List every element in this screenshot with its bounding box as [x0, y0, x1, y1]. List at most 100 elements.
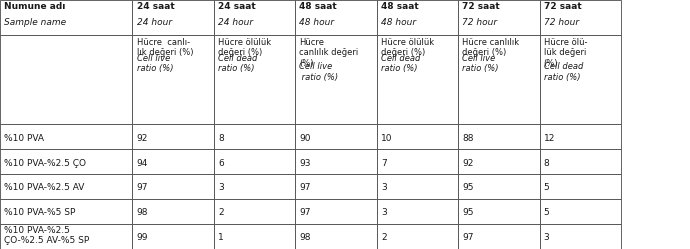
Bar — [295, 174, 377, 199]
Bar — [458, 224, 540, 249]
Bar — [377, 35, 458, 124]
Text: 72 hour: 72 hour — [544, 18, 579, 27]
Text: 97: 97 — [299, 184, 311, 192]
Bar — [132, 174, 214, 199]
Text: %10 PVA-%2.5 AV: %10 PVA-%2.5 AV — [4, 184, 84, 192]
Bar — [214, 224, 295, 249]
Text: 48 saat: 48 saat — [299, 2, 337, 11]
Text: 3: 3 — [381, 184, 386, 192]
Text: Cell dead
ratio (%): Cell dead ratio (%) — [218, 54, 257, 73]
Text: Hücre ölülük
değeri (%): Hücre ölülük değeri (%) — [218, 38, 271, 57]
Text: 88: 88 — [462, 134, 474, 143]
Text: %10 PVA-%2.5
ÇO-%2.5 AV-%5 SP: %10 PVA-%2.5 ÇO-%2.5 AV-%5 SP — [4, 226, 90, 246]
Bar — [214, 35, 295, 124]
Bar — [214, 149, 295, 174]
Text: 3: 3 — [218, 184, 224, 192]
Text: Hücre ölülük
değeri (%): Hücre ölülük değeri (%) — [381, 38, 434, 57]
Bar — [214, 0, 295, 35]
Text: 3: 3 — [544, 233, 549, 242]
Text: 12: 12 — [544, 134, 555, 143]
Text: Cell dead
ratio (%): Cell dead ratio (%) — [381, 54, 420, 73]
Text: 95: 95 — [462, 208, 474, 217]
Text: Cell live
ratio (%): Cell live ratio (%) — [462, 54, 499, 73]
Text: 10: 10 — [381, 134, 393, 143]
Text: 93: 93 — [299, 159, 311, 168]
Bar — [540, 149, 621, 174]
Bar — [540, 224, 621, 249]
Text: 92: 92 — [137, 134, 148, 143]
Bar — [458, 35, 540, 124]
Bar — [540, 0, 621, 35]
Text: 98: 98 — [299, 233, 311, 242]
Bar — [132, 35, 214, 124]
Bar — [458, 124, 540, 149]
Bar — [377, 224, 458, 249]
Text: 2: 2 — [381, 233, 386, 242]
Text: 94: 94 — [137, 159, 148, 168]
Bar — [214, 124, 295, 149]
Text: 48 saat: 48 saat — [381, 2, 419, 11]
Bar — [132, 149, 214, 174]
Text: 98: 98 — [137, 208, 148, 217]
Text: 6: 6 — [218, 159, 224, 168]
Text: Hücre  canlı-
lık değeri (%): Hücre canlı- lık değeri (%) — [137, 38, 193, 57]
Text: Sample name: Sample name — [4, 18, 66, 27]
Bar — [295, 124, 377, 149]
Text: 99: 99 — [137, 233, 148, 242]
Bar — [377, 174, 458, 199]
Text: 8: 8 — [218, 134, 224, 143]
Text: 2: 2 — [218, 208, 224, 217]
Text: %10 PVA: %10 PVA — [4, 134, 44, 143]
Bar — [295, 224, 377, 249]
Text: Cell live
 ratio (%): Cell live ratio (%) — [299, 62, 339, 82]
Text: Numune adı: Numune adı — [4, 2, 66, 11]
Text: 97: 97 — [462, 233, 474, 242]
Text: 24 saat: 24 saat — [137, 2, 175, 11]
Text: 24 hour: 24 hour — [218, 18, 253, 27]
Text: 1: 1 — [218, 233, 224, 242]
Text: Cell dead
ratio (%): Cell dead ratio (%) — [544, 62, 583, 82]
Bar — [377, 149, 458, 174]
Bar — [540, 199, 621, 224]
Text: 5: 5 — [544, 184, 549, 192]
Text: 95: 95 — [462, 184, 474, 192]
Bar — [540, 174, 621, 199]
Bar — [0, 174, 132, 199]
Text: 24 saat: 24 saat — [218, 2, 256, 11]
Bar — [540, 124, 621, 149]
Text: %10 PVA-%5 SP: %10 PVA-%5 SP — [4, 208, 75, 217]
Text: 90: 90 — [299, 134, 311, 143]
Text: %10 PVA-%2.5 ÇO: %10 PVA-%2.5 ÇO — [4, 159, 86, 168]
Text: 97: 97 — [137, 184, 148, 192]
Text: 5: 5 — [544, 208, 549, 217]
Text: 7: 7 — [381, 159, 386, 168]
Bar — [295, 149, 377, 174]
Text: 92: 92 — [462, 159, 473, 168]
Bar — [0, 35, 132, 124]
Bar — [458, 199, 540, 224]
Bar — [214, 199, 295, 224]
Bar — [540, 35, 621, 124]
Text: 48 hour: 48 hour — [381, 18, 416, 27]
Bar — [295, 0, 377, 35]
Bar — [132, 0, 214, 35]
Text: 48 hour: 48 hour — [299, 18, 335, 27]
Bar — [295, 199, 377, 224]
Bar — [0, 0, 132, 35]
Text: Hücre canlılık
değeri (%): Hücre canlılık değeri (%) — [462, 38, 520, 57]
Text: Hücre
canlılık değeri
(%): Hücre canlılık değeri (%) — [299, 38, 359, 68]
Bar — [377, 199, 458, 224]
Text: 72 saat: 72 saat — [544, 2, 582, 11]
Bar — [377, 0, 458, 35]
Bar — [0, 199, 132, 224]
Text: 72 saat: 72 saat — [462, 2, 500, 11]
Text: Cell live
ratio (%): Cell live ratio (%) — [137, 54, 173, 73]
Bar — [132, 199, 214, 224]
Bar — [458, 174, 540, 199]
Text: 24 hour: 24 hour — [137, 18, 172, 27]
Bar — [214, 174, 295, 199]
Bar — [0, 124, 132, 149]
Bar — [458, 149, 540, 174]
Bar — [377, 124, 458, 149]
Bar — [132, 124, 214, 149]
